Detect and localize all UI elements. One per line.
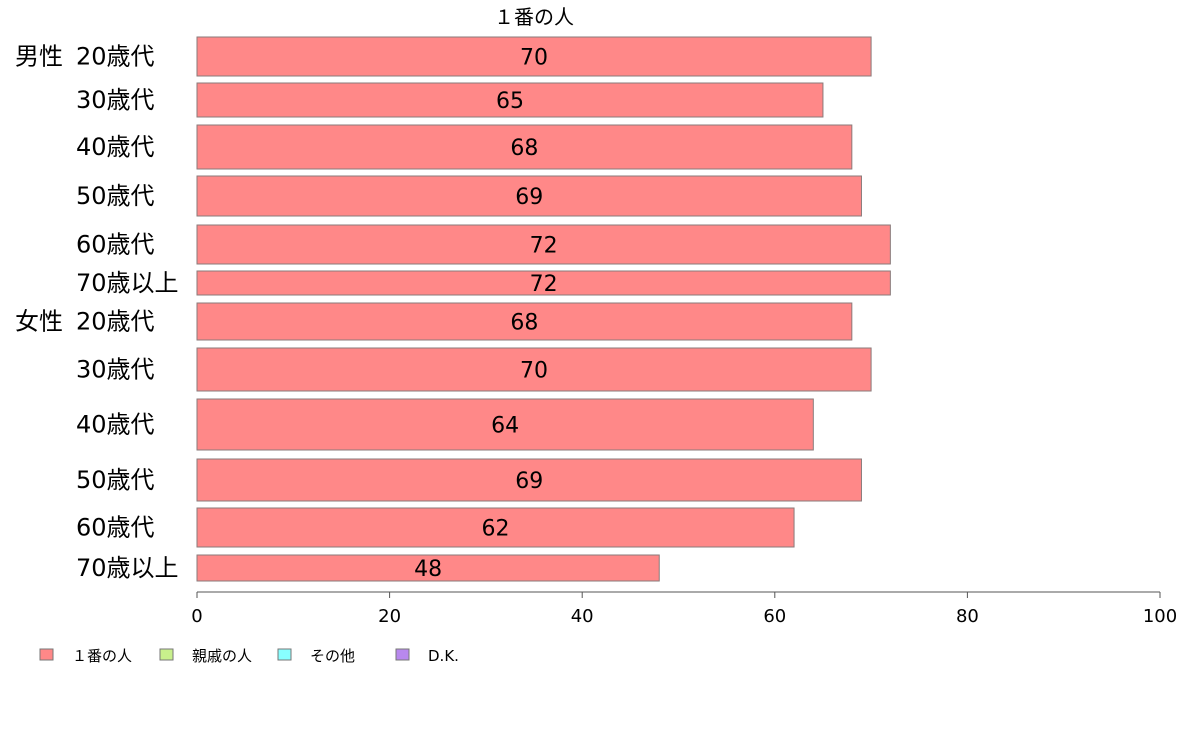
x-tick-label: 20 [378,606,401,627]
legend-label: １番の人 [72,647,132,665]
bar-value-label: 48 [414,557,442,582]
x-tick-label: 60 [763,606,786,627]
bar-value-label: 72 [530,272,558,297]
bar [196,82,824,118]
x-tick-label: 40 [571,606,594,627]
category-label: 20歳代 [76,308,155,336]
legend-swatch [159,648,174,661]
bar [196,398,814,451]
legend-label: その他 [310,647,355,665]
category-label: 50歳代 [76,466,155,494]
bar [196,554,660,582]
chart-title: １番の人 [494,5,574,29]
bar-value-label: 72 [530,234,558,259]
bar-value-label: 68 [510,136,538,161]
category-label: 40歳代 [76,133,155,161]
bar [196,302,853,341]
bar-value-label: 69 [515,185,543,210]
category-label: 50歳代 [76,182,155,210]
bar-value-label: 69 [515,469,543,494]
bar [196,36,872,77]
category-label: 40歳代 [76,411,155,439]
category-label: 70歳以上 [76,269,179,297]
bar-value-label: 62 [482,517,510,542]
bar [196,224,891,265]
x-tick-label: 80 [956,606,979,627]
legend-swatch [39,648,54,661]
x-tick-label: 0 [191,606,202,627]
bar [196,347,872,392]
bar [196,175,862,217]
legend-swatch [277,648,292,661]
category-label: 30歳代 [76,356,155,384]
group-label: 女性 [15,308,63,336]
category-label: 20歳代 [76,43,155,71]
legend-swatch [395,648,410,661]
legend-label: D.K. [428,647,459,665]
bar-value-label: 70 [520,359,548,384]
bar [196,458,862,502]
group-label: 男性 [15,43,63,71]
bar-value-label: 65 [496,89,524,114]
bar-value-label: 64 [491,414,519,439]
category-label: 30歳代 [76,86,155,114]
bar [196,507,795,548]
category-label: 60歳代 [76,514,155,542]
legend-label: 親戚の人 [192,647,252,665]
x-tick-label: 100 [1143,606,1177,627]
category-label: 70歳以上 [76,554,179,582]
bar [196,124,853,170]
bar [196,270,891,296]
bar-value-label: 70 [520,46,548,71]
bar-value-label: 68 [510,311,538,336]
category-label: 60歳代 [76,231,155,259]
